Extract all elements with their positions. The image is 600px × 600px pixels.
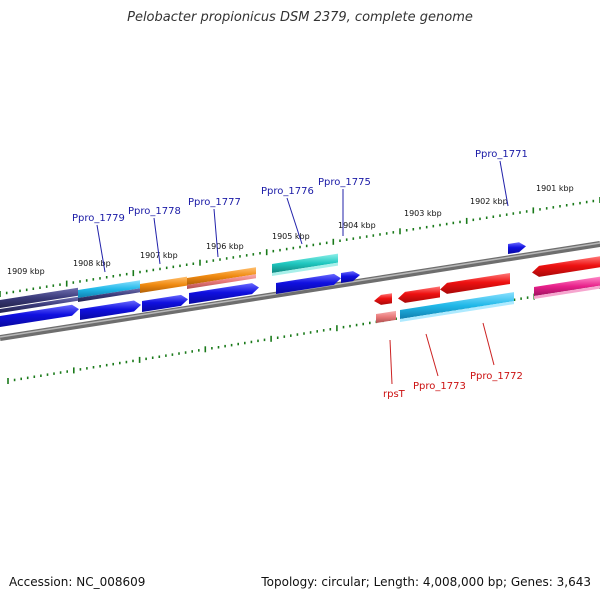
feature-block-pink[interactable]	[534, 276, 600, 296]
forward-gene-arrow[interactable]	[341, 271, 360, 283]
feature-block-navy-shadow[interactable]	[0, 296, 78, 313]
reverse-gene-arrow[interactable]	[398, 286, 440, 303]
gene-label[interactable]: Ppro_1776	[261, 186, 314, 197]
gene-label[interactable]: Ppro_1777	[188, 197, 241, 208]
kbp-label: 1906 kbp	[206, 242, 244, 251]
leader-line	[286, 197, 303, 245]
leader-line	[96, 224, 106, 273]
gene-label[interactable]: Ppro_1779	[72, 213, 125, 224]
forward-gene-arrow[interactable]	[142, 294, 188, 312]
feature-block-teal[interactable]	[272, 253, 338, 273]
kbp-label: 1903 kbp	[404, 209, 442, 218]
feature-block-orange[interactable]	[187, 267, 256, 285]
forward-gene-arrow[interactable]	[80, 300, 141, 321]
forward-gene-arrow[interactable]	[508, 242, 526, 254]
reverse-gene-arrow[interactable]	[532, 256, 600, 277]
reverse-gene-arrow[interactable]	[440, 273, 510, 294]
feature-block-navy[interactable]	[0, 287, 78, 308]
leader-line	[389, 339, 393, 385]
map-title: Pelobacter propionicus DSM 2379, complet…	[127, 10, 473, 25]
reverse-gene-labels: rpsT Ppro_1773 Ppro_1772	[383, 322, 523, 400]
feature-block-pink-edge[interactable]	[534, 285, 600, 299]
kbp-label: 1904 kbp	[338, 221, 376, 230]
feature-block-cyan[interactable]	[400, 292, 514, 319]
feature-block-cyan[interactable]	[78, 280, 140, 298]
kbp-label: 1901 kbp	[536, 184, 574, 193]
feature-block-navy-lower[interactable]	[78, 288, 140, 302]
topology-text: Topology: circular; Length: 4,008,000 bp…	[261, 575, 591, 589]
gene-label[interactable]: Ppro_1775	[318, 177, 371, 188]
feature-block-orange[interactable]	[140, 276, 187, 293]
gene-label[interactable]: Ppro_1771	[475, 149, 528, 160]
feature-track[interactable]	[0, 242, 600, 327]
leader-line	[153, 217, 161, 265]
feature-block-teal-edge[interactable]	[272, 262, 338, 276]
forward-gene-arrow[interactable]	[189, 283, 259, 304]
leader-line	[425, 333, 439, 377]
gene-label[interactable]: Ppro_1778	[128, 206, 181, 217]
gene-label[interactable]: Ppro_1772	[470, 371, 523, 382]
leader-line	[213, 208, 219, 258]
gene-label[interactable]: rpsT	[383, 389, 406, 400]
feature-block-salmon[interactable]	[187, 274, 256, 289]
gene-label[interactable]: Ppro_1773	[413, 381, 466, 392]
kbp-label: 1909 kbp	[7, 267, 45, 276]
kbp-label: 1908 kbp	[73, 259, 111, 268]
feature-block-cyan-edge[interactable]	[400, 301, 514, 322]
feature-block-salmon[interactable]	[376, 310, 396, 323]
forward-gene-arrow[interactable]	[0, 304, 79, 327]
leader-line	[499, 160, 509, 207]
accession-text: Accession: NC_008609	[9, 575, 146, 589]
forward-gene-labels: Ppro_1779 Ppro_1778 Ppro_1777 Ppro_1776 …	[72, 149, 528, 273]
reverse-gene-arrow[interactable]	[374, 293, 392, 305]
kbp-label: 1905 kbp	[272, 232, 310, 241]
forward-gene-arrow[interactable]	[276, 273, 341, 294]
genome-backbone	[0, 241, 600, 341]
leader-line	[482, 322, 495, 366]
kbp-label: 1902 kbp	[470, 197, 508, 206]
upper-tick-track	[0, 197, 600, 297]
